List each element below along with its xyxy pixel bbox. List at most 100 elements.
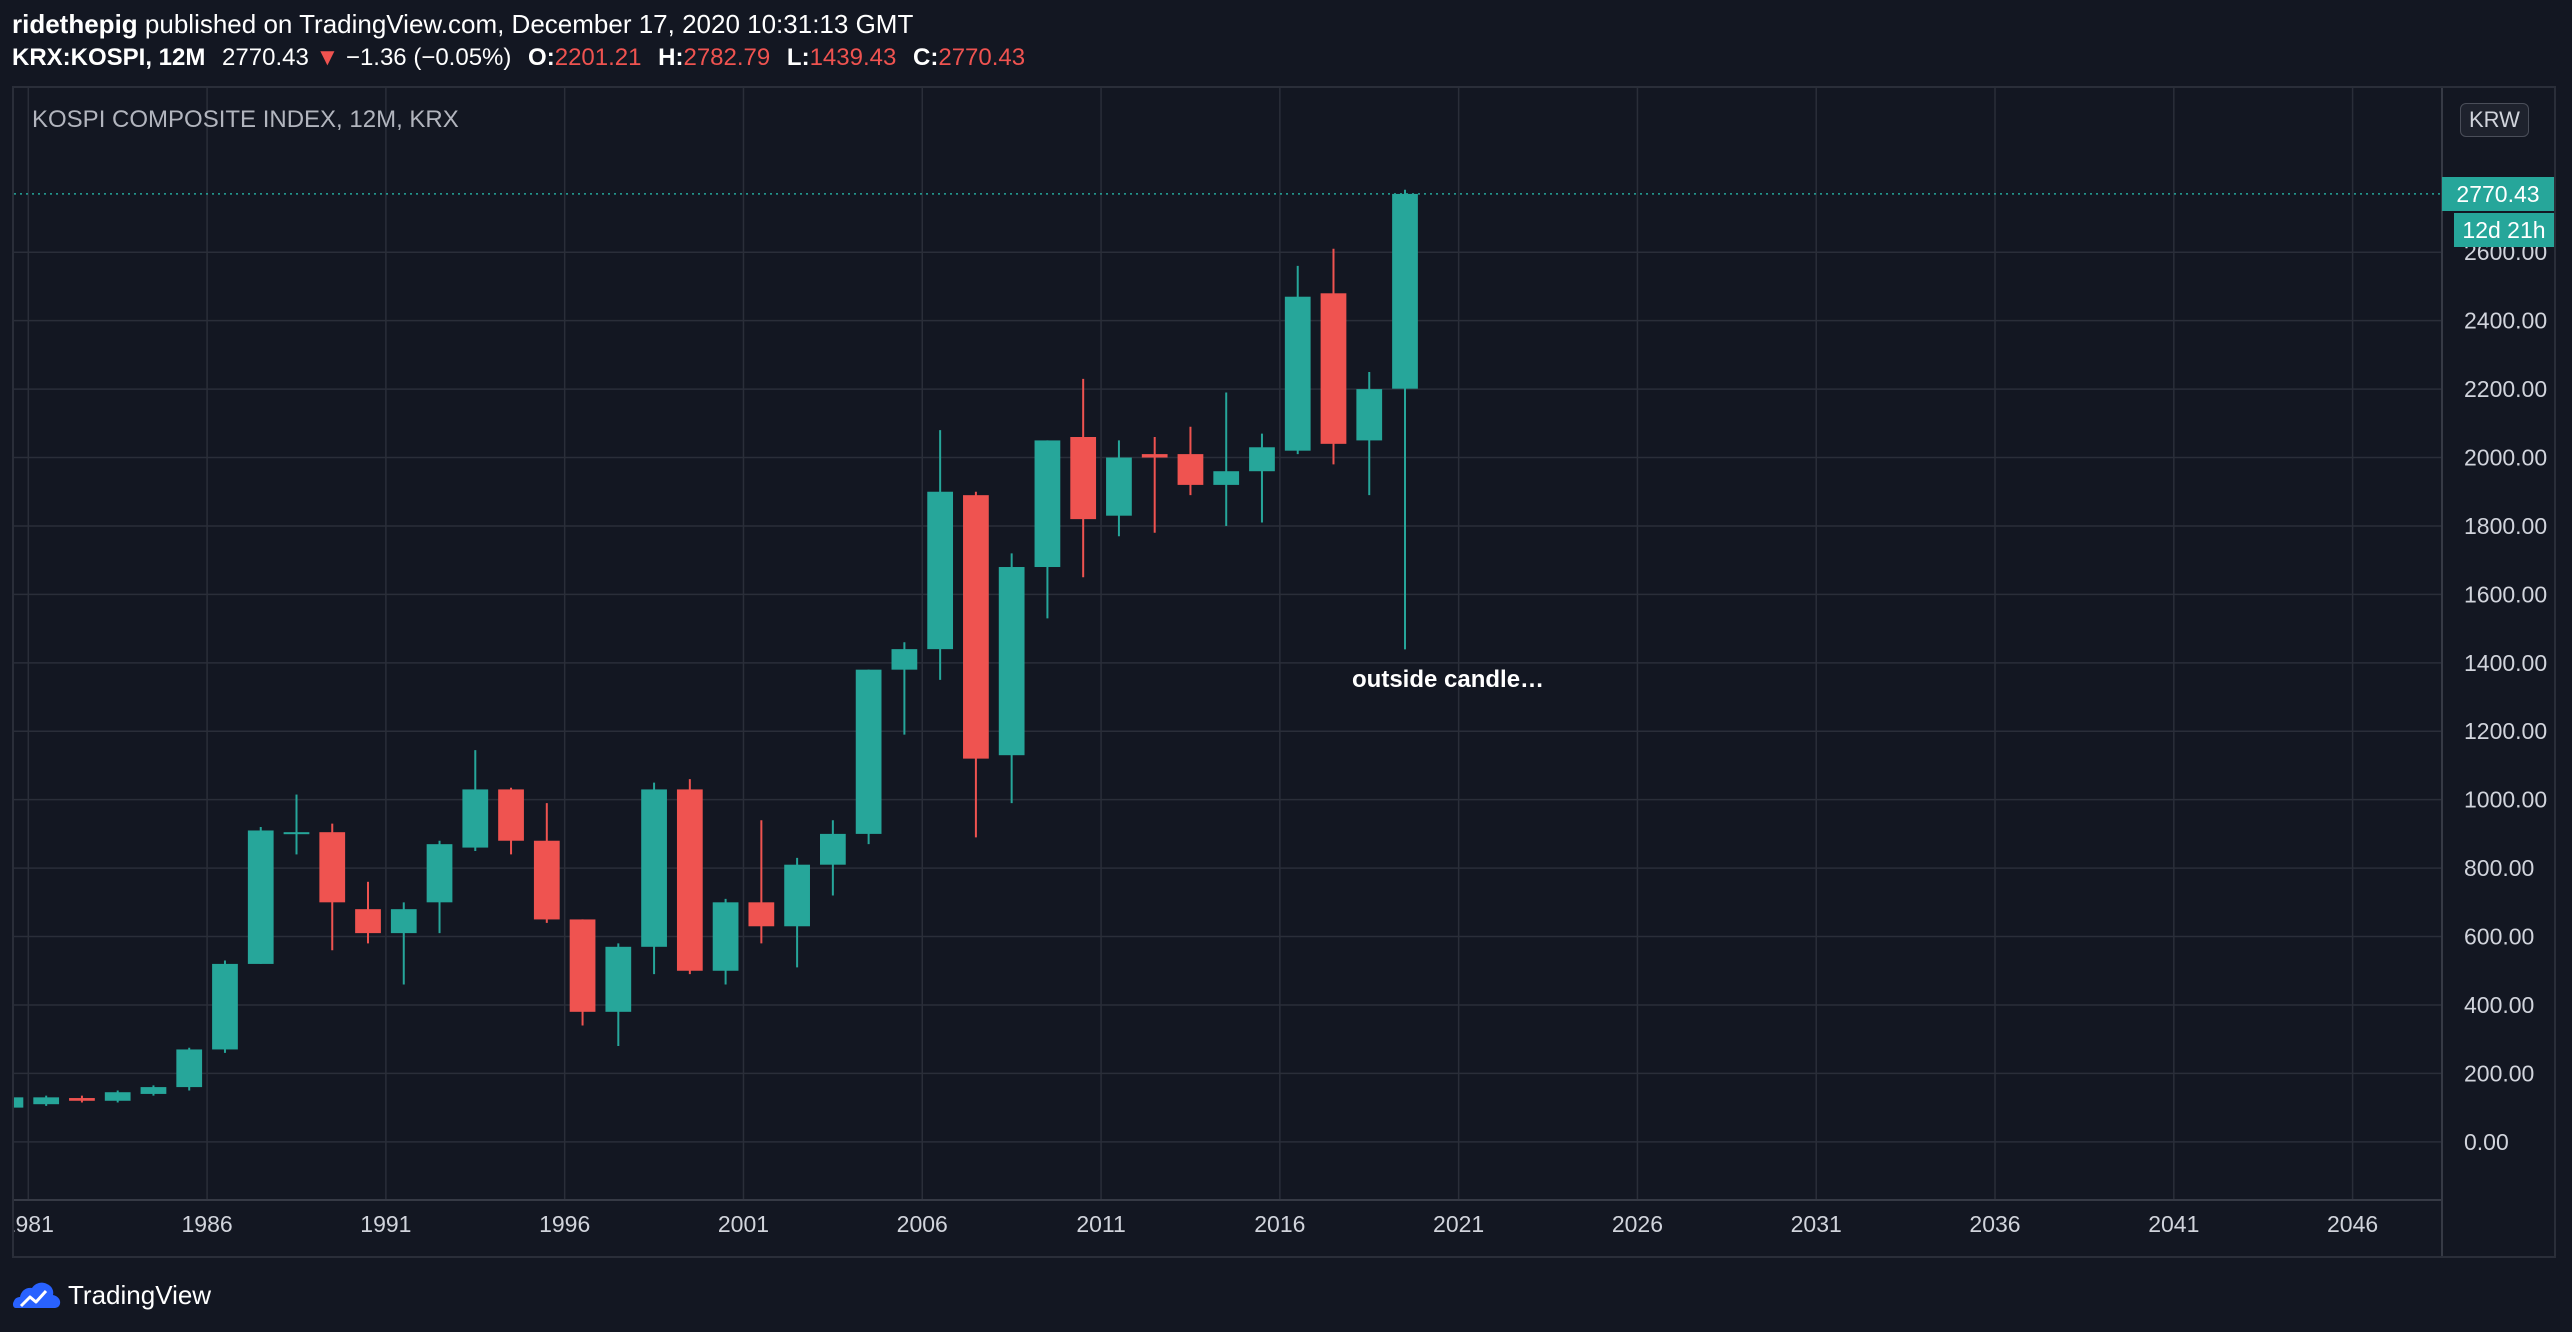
candle[interactable] bbox=[819, 820, 846, 896]
candle-body bbox=[319, 832, 346, 903]
ohlc-legend: KRX:KOSPI, 12M 2770.43 ▼ −1.36 (−0.05%) … bbox=[12, 40, 2552, 76]
candle[interactable] bbox=[1213, 392, 1240, 526]
candle[interactable] bbox=[319, 823, 346, 951]
candle-body bbox=[1141, 454, 1168, 458]
candle[interactable] bbox=[1356, 371, 1383, 496]
x-tick-label: 2016 bbox=[1254, 1211, 1305, 1237]
x-tick-label: 2021 bbox=[1433, 1211, 1484, 1237]
candle[interactable] bbox=[1177, 426, 1204, 496]
y-tick-label: 0.00 bbox=[2464, 1129, 2509, 1155]
candle[interactable] bbox=[712, 898, 739, 985]
open-value: 2201.21 bbox=[554, 44, 642, 71]
candle[interactable] bbox=[963, 491, 989, 838]
candle-body bbox=[819, 833, 846, 865]
x-tick-label: 2006 bbox=[897, 1211, 948, 1237]
candle[interactable] bbox=[1070, 378, 1097, 578]
candle-body bbox=[1213, 471, 1240, 485]
candle-body bbox=[140, 1087, 167, 1094]
candle[interactable] bbox=[605, 943, 632, 1047]
candle-body bbox=[712, 902, 739, 971]
x-tick-label: 2001 bbox=[718, 1211, 769, 1237]
candle[interactable] bbox=[891, 642, 918, 735]
candle[interactable] bbox=[533, 803, 560, 923]
chart-pane[interactable]: 0.00 200.00 400.00 600.00 800.00 1000.00 1200.… bbox=[12, 86, 2556, 1258]
candle[interactable] bbox=[426, 840, 453, 934]
candle-body bbox=[176, 1049, 203, 1088]
candle[interactable] bbox=[33, 1095, 60, 1106]
x-tick-label: 2041 bbox=[2148, 1211, 2199, 1237]
x-tick-label: 2036 bbox=[1969, 1211, 2020, 1237]
x-tick-label: 1991 bbox=[360, 1211, 411, 1237]
currency-button[interactable]: KRW bbox=[2460, 103, 2529, 137]
publication-line: ridethepig published on TradingView.com,… bbox=[12, 8, 2552, 40]
low-value: 1439.43 bbox=[809, 44, 897, 71]
candle[interactable] bbox=[1034, 440, 1061, 619]
candle[interactable] bbox=[1106, 440, 1132, 537]
candle-body bbox=[69, 1098, 95, 1101]
candle-body bbox=[247, 830, 274, 964]
down-arrow-icon: ▼ bbox=[315, 44, 340, 71]
candle[interactable] bbox=[462, 750, 489, 852]
price-change: −1.36 (−0.05%) bbox=[345, 44, 512, 71]
candle-body bbox=[855, 669, 882, 834]
candle-body bbox=[641, 789, 667, 947]
chart-annotation[interactable]: outside candle… bbox=[1352, 666, 1545, 693]
candle-body bbox=[426, 844, 453, 903]
candles bbox=[14, 189, 1418, 1111]
author-name[interactable]: ridethepig bbox=[12, 9, 138, 39]
candlestick-chart[interactable]: 0.00 200.00 400.00 600.00 800.00 1000.00 1200.… bbox=[14, 88, 2554, 1256]
y-tick-label: 1600.00 bbox=[2464, 581, 2547, 607]
candle[interactable] bbox=[283, 794, 310, 855]
candle[interactable] bbox=[140, 1085, 167, 1096]
candle[interactable] bbox=[998, 553, 1025, 804]
chart-title: KOSPI COMPOSITE INDEX, 12M, KRX bbox=[32, 106, 459, 133]
grid bbox=[14, 88, 2442, 1200]
x-tick-label: 2026 bbox=[1612, 1211, 1663, 1237]
brand-name[interactable]: TradingView bbox=[68, 1280, 212, 1310]
candle[interactable] bbox=[247, 827, 274, 964]
symbol-label[interactable]: KRX:KOSPI, 12M bbox=[12, 44, 206, 71]
published-text: published on TradingView.com, December 1… bbox=[144, 9, 914, 39]
candle[interactable] bbox=[498, 787, 524, 855]
candle-body bbox=[533, 840, 560, 920]
last-price-label: 2770.43 bbox=[2442, 176, 2554, 211]
candle[interactable] bbox=[641, 782, 667, 975]
candle[interactable] bbox=[1320, 248, 1347, 465]
candle[interactable] bbox=[569, 919, 596, 1026]
tradingview-logo-icon bbox=[12, 1282, 61, 1308]
y-tick-label: 2200.00 bbox=[2464, 376, 2547, 402]
x-tick-label: 1986 bbox=[182, 1211, 233, 1237]
candle[interactable] bbox=[355, 881, 381, 944]
candle[interactable] bbox=[104, 1090, 131, 1103]
candle[interactable] bbox=[1141, 436, 1168, 533]
y-tick-label: 800.00 bbox=[2464, 855, 2534, 881]
candle-body bbox=[676, 789, 703, 971]
candle-body bbox=[784, 864, 810, 927]
candle[interactable] bbox=[69, 1095, 95, 1103]
close-label: C: bbox=[913, 44, 939, 71]
candle[interactable] bbox=[855, 669, 882, 845]
candle-body bbox=[1392, 193, 1418, 389]
open-label: O: bbox=[528, 44, 555, 71]
candle[interactable] bbox=[176, 1047, 203, 1091]
y-tick-label: 2400.00 bbox=[2464, 308, 2547, 334]
candle[interactable] bbox=[784, 857, 810, 968]
low-label: L: bbox=[786, 44, 810, 71]
candle-body bbox=[891, 649, 918, 670]
candle[interactable] bbox=[14, 1087, 24, 1111]
candle[interactable] bbox=[1249, 433, 1275, 523]
candle-body bbox=[1356, 389, 1383, 441]
candle-body bbox=[355, 909, 381, 934]
candle-body bbox=[14, 1097, 24, 1108]
candle-body bbox=[748, 902, 775, 927]
candle[interactable] bbox=[390, 902, 417, 985]
candle[interactable] bbox=[676, 779, 703, 975]
axes: 0.00 200.00 400.00 600.00 800.00 1000.00 1200.… bbox=[14, 88, 2547, 1256]
candle[interactable] bbox=[927, 430, 954, 680]
candle[interactable] bbox=[748, 820, 775, 944]
candle[interactable] bbox=[212, 960, 238, 1053]
x-tick-label: 2031 bbox=[1791, 1211, 1842, 1237]
candle-body bbox=[1284, 296, 1311, 451]
candle[interactable] bbox=[1392, 189, 1418, 650]
candle[interactable] bbox=[1284, 265, 1311, 455]
